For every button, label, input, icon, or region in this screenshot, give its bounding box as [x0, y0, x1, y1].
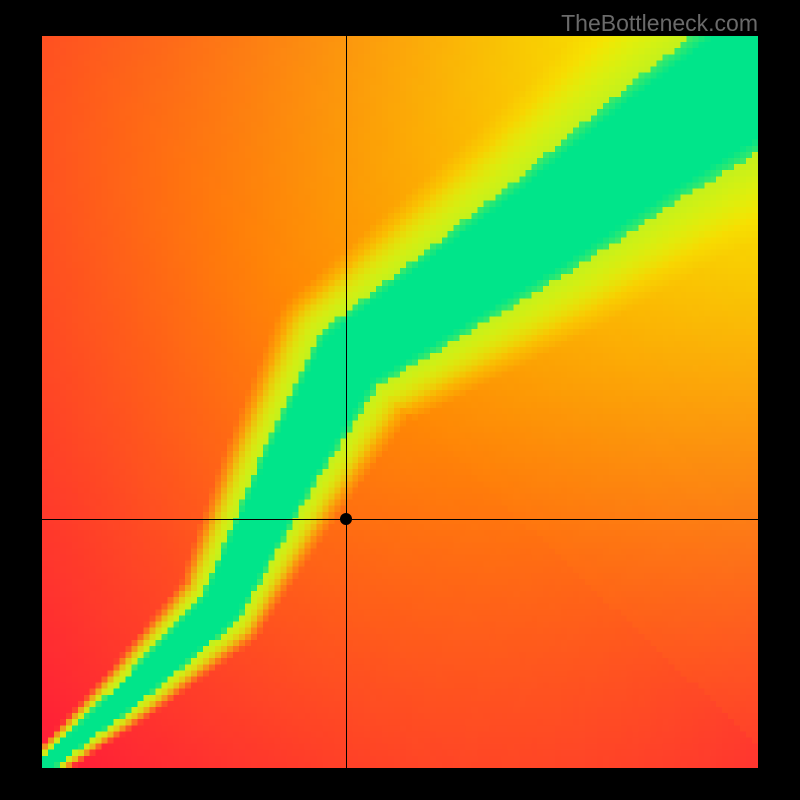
heatmap-canvas	[42, 36, 758, 768]
crosshair-vertical	[346, 36, 347, 768]
watermark-text: TheBottleneck.com	[561, 10, 758, 37]
crosshair-horizontal	[42, 519, 758, 520]
chart-container: TheBottleneck.com	[0, 0, 800, 800]
